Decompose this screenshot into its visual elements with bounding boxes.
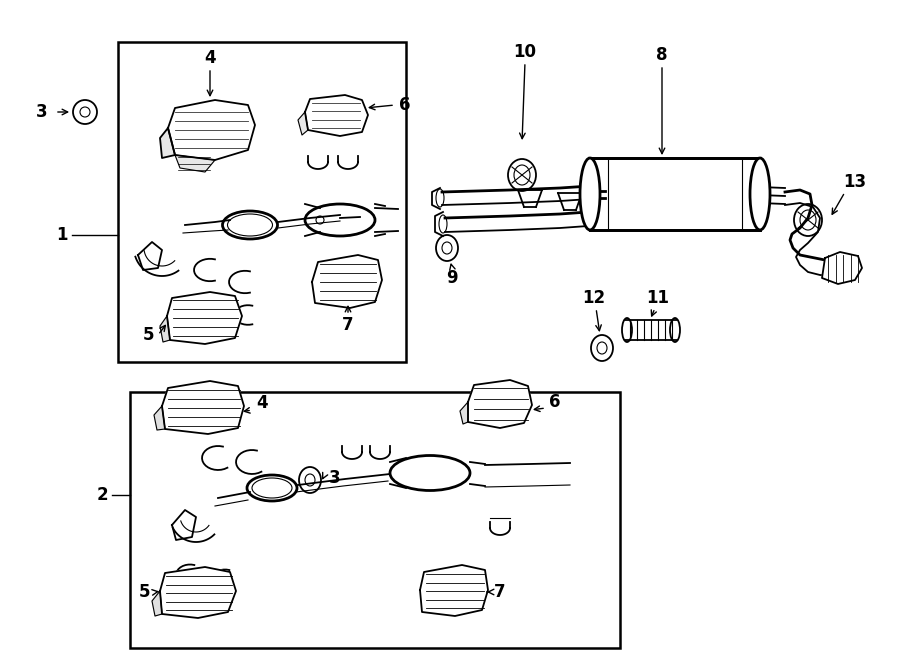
Text: 7: 7 xyxy=(342,316,354,334)
Text: 8: 8 xyxy=(656,46,668,64)
Text: 12: 12 xyxy=(582,289,606,307)
Polygon shape xyxy=(154,406,165,430)
Text: 9: 9 xyxy=(446,269,458,287)
Polygon shape xyxy=(160,567,236,618)
Ellipse shape xyxy=(508,159,536,191)
Polygon shape xyxy=(175,155,215,172)
Polygon shape xyxy=(468,380,532,428)
Ellipse shape xyxy=(591,335,613,361)
Text: 1: 1 xyxy=(56,226,68,244)
Text: 6: 6 xyxy=(549,393,561,411)
Polygon shape xyxy=(460,402,468,424)
Polygon shape xyxy=(822,252,862,284)
Text: 7: 7 xyxy=(494,583,506,601)
Ellipse shape xyxy=(794,204,822,236)
Text: 3: 3 xyxy=(329,469,341,487)
Polygon shape xyxy=(167,292,242,344)
Text: 4: 4 xyxy=(256,394,268,412)
Polygon shape xyxy=(168,100,255,160)
Text: 2: 2 xyxy=(96,486,108,504)
Bar xyxy=(590,158,760,230)
Ellipse shape xyxy=(436,235,458,261)
Ellipse shape xyxy=(299,467,321,493)
Polygon shape xyxy=(298,112,308,135)
Bar xyxy=(118,42,406,362)
Text: 10: 10 xyxy=(514,43,536,61)
Text: 5: 5 xyxy=(142,326,154,344)
Text: 4: 4 xyxy=(204,49,216,67)
Polygon shape xyxy=(172,510,196,540)
Polygon shape xyxy=(305,95,368,136)
Polygon shape xyxy=(152,591,162,616)
Text: 13: 13 xyxy=(843,173,867,191)
Text: 3: 3 xyxy=(36,103,48,121)
Polygon shape xyxy=(138,242,162,270)
Text: 11: 11 xyxy=(646,289,670,307)
Polygon shape xyxy=(420,565,488,616)
Polygon shape xyxy=(160,316,170,342)
Bar xyxy=(130,392,620,648)
Text: 6: 6 xyxy=(400,96,410,114)
Ellipse shape xyxy=(750,158,770,230)
Polygon shape xyxy=(312,255,382,308)
Polygon shape xyxy=(160,128,175,158)
Text: 5: 5 xyxy=(140,583,151,601)
Polygon shape xyxy=(162,381,244,434)
Ellipse shape xyxy=(580,158,600,230)
